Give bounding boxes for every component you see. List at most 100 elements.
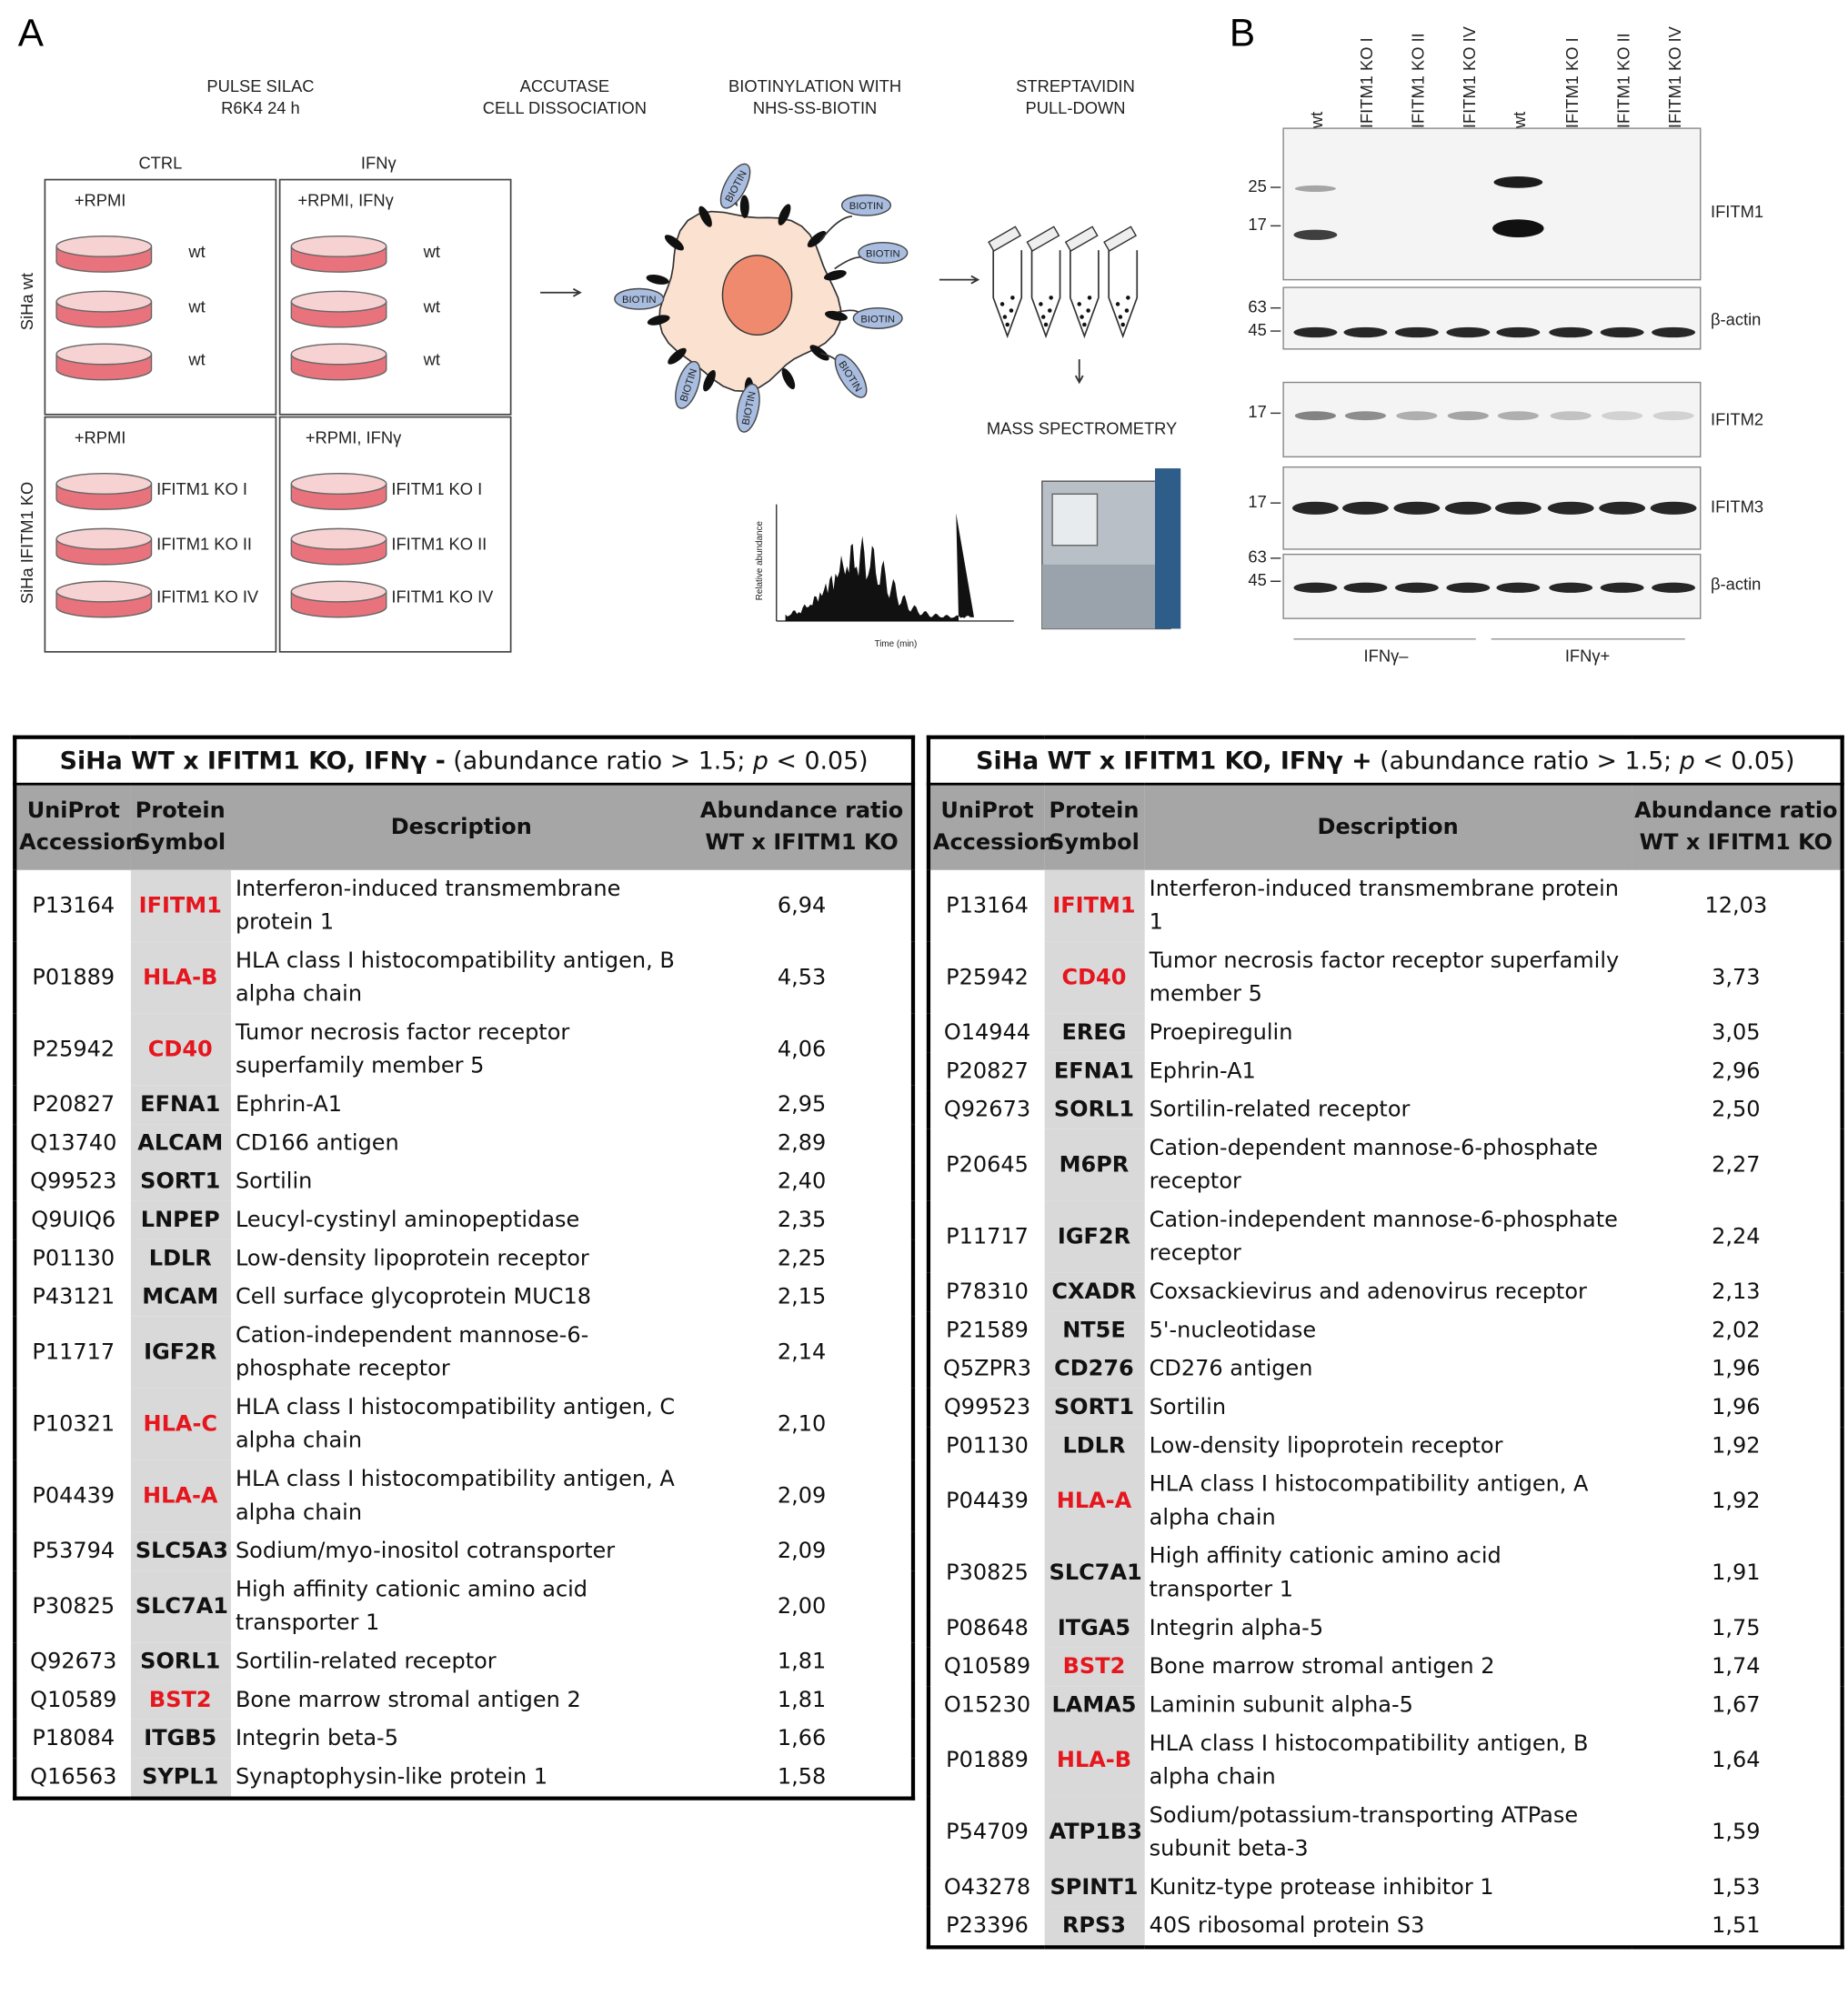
step-label: CELL DISSOCIATION [483, 98, 647, 117]
abundance-ratio: 2,13 [1712, 1279, 1761, 1306]
mass-spec-label: MASS SPECTROMETRY [987, 419, 1177, 438]
row-label: SiHa IFITM1 KO [17, 482, 36, 604]
protein-symbol: EFNA1 [130, 1085, 231, 1125]
abundance-ratio: 4,06 [777, 1037, 827, 1063]
description: Tumor necrosis factor receptor superfami… [1149, 948, 1620, 1008]
dish [290, 472, 387, 495]
well-label: wt [187, 242, 205, 261]
abundance-ratio: 1,66 [777, 1725, 827, 1752]
bead [1120, 322, 1125, 327]
description: Low-density lipoprotein receptor [1149, 1433, 1503, 1459]
table-row: P04439 HLA-A HLA class I histocompatibilit… [15, 1459, 913, 1532]
tube [1030, 250, 1061, 339]
protein-symbol: NT5E [1043, 1311, 1145, 1350]
title-part: SiHa WT x IFITM1 KO, IFNγ + [976, 747, 1372, 776]
abundance-ratio: 2,09 [777, 1538, 827, 1565]
dish [290, 235, 387, 257]
step-label: ACCUTASE [520, 76, 609, 95]
blot [1282, 127, 1702, 281]
description: Interferon-induced transmembrane protein… [1149, 876, 1619, 936]
table-row: O14944 EREG Proepiregulin 3,05 [929, 1013, 1843, 1053]
description: CD166 antigen [235, 1130, 399, 1157]
dish [290, 343, 387, 366]
description: Integrin beta-5 [235, 1725, 398, 1752]
receptor [664, 235, 684, 251]
condition-box [44, 416, 277, 653]
accession: P43121 [32, 1284, 116, 1310]
group-label: IFNγ+ [1565, 646, 1610, 665]
accession: Q10589 [30, 1687, 117, 1713]
band [1293, 326, 1338, 338]
chrom-y-label: Relative abundance [755, 521, 765, 601]
abundance-ratio: 2,10 [777, 1411, 827, 1438]
description: Synaptophysin-like protein 1 [235, 1764, 548, 1790]
band [1447, 411, 1489, 421]
accession: P25942 [32, 1037, 116, 1063]
abundance-ratio: 1,64 [1712, 1747, 1761, 1774]
protein-label: β-actin [1711, 574, 1761, 593]
table-body: SiHa WT x IFITM1 KO, IFNγ + (abundance ra… [928, 737, 1843, 1948]
biotin-tag [858, 241, 909, 264]
well-label: IFITM1 KO I [391, 479, 482, 498]
arrow [970, 275, 980, 285]
description: High affinity cationic amino acid transp… [235, 1577, 588, 1637]
accession: P20645 [946, 1152, 1029, 1179]
title-part: (abundance ratio > 1.5; [453, 747, 753, 776]
accession: P25942 [946, 965, 1029, 991]
table-row: P20827 EFNA1 Ephrin-A1 2,95 [15, 1085, 913, 1125]
band [1602, 411, 1643, 421]
accession: Q13740 [30, 1130, 117, 1157]
protein-symbol: SORL1 [1043, 1090, 1145, 1129]
protein-symbol: IFITM1 [130, 869, 231, 942]
description: Cation-independent mannose-6-phosphate r… [235, 1322, 589, 1382]
protein-symbol: ITGB5 [130, 1719, 231, 1759]
table-row: Q10589 BST2 Bone marrow stromal antigen 2 1… [929, 1647, 1843, 1687]
receptor [824, 269, 847, 281]
column-label: IFNγ [361, 153, 397, 172]
table-row: P20645 M6PR Cation-dependent mannose-6-pho… [929, 1128, 1843, 1201]
linker [819, 216, 852, 242]
table-row: Q13740 ALCAM CD166 antigen 2,89 [15, 1124, 913, 1163]
table-row: Q99523 SORT1 Sortilin 1,96 [929, 1388, 1843, 1428]
column-header: Description [1144, 784, 1632, 870]
lane-label: IFITM1 KO IV [1460, 25, 1479, 128]
table-row: P08648 ITGA5 Integrin alpha-5 1,75 [929, 1609, 1843, 1648]
accession: P20827 [32, 1091, 116, 1118]
protein-symbol: ITGA5 [1043, 1609, 1145, 1648]
description: Cation-dependent mannose-6-phosphate rec… [1149, 1135, 1599, 1195]
band [1549, 326, 1593, 338]
band [1446, 582, 1491, 593]
protein-symbol: IFITM1 [1043, 869, 1145, 942]
description: Cell surface glycoprotein MUC18 [235, 1284, 592, 1310]
band [1444, 501, 1491, 515]
abundance-ratio: 1,51 [1712, 1912, 1761, 1940]
media-label: +RPMI, IFNγ [306, 427, 402, 446]
protein-symbol: M6PR [1043, 1128, 1145, 1201]
abundance-ratio: 2,40 [777, 1168, 827, 1195]
arrow [572, 287, 582, 297]
protein-symbol: RPS3 [1043, 1906, 1145, 1948]
table-row: Q16563 SYPL1 Synaptophysin-like protein 1 1… [15, 1758, 913, 1799]
description: Sortilin-related receptor [1149, 1097, 1411, 1123]
protein-symbol: LNPEP [130, 1200, 231, 1240]
accession: Q99523 [943, 1394, 1031, 1421]
table-body: SiHa WT x IFITM1 KO, IFNγ - (abundance ra… [15, 737, 914, 1799]
bead [999, 302, 1005, 306]
blot [1282, 286, 1702, 350]
description: Ephrin-A1 [235, 1091, 343, 1118]
protein-symbol: HLA-B [130, 941, 231, 1014]
accession: Q92673 [943, 1097, 1031, 1123]
band [1446, 326, 1491, 338]
protein-symbol: SORT1 [1043, 1388, 1145, 1428]
lane-label: wt [1307, 112, 1326, 129]
protein-label: IFITM1 [1711, 202, 1763, 221]
table-row: Q92673 SORL1 Sortilin-related receptor 1,81 [15, 1642, 913, 1681]
dish [290, 290, 387, 313]
marker-label: 17 [1248, 215, 1266, 234]
row-label: SiHa wt [17, 273, 36, 330]
tube [992, 250, 1023, 339]
title-part: < 0.05) [1694, 747, 1795, 776]
table-row: P25942 CD40 Tumor necrosis factor receptor… [929, 941, 1843, 1014]
spectrometer [1154, 468, 1181, 629]
